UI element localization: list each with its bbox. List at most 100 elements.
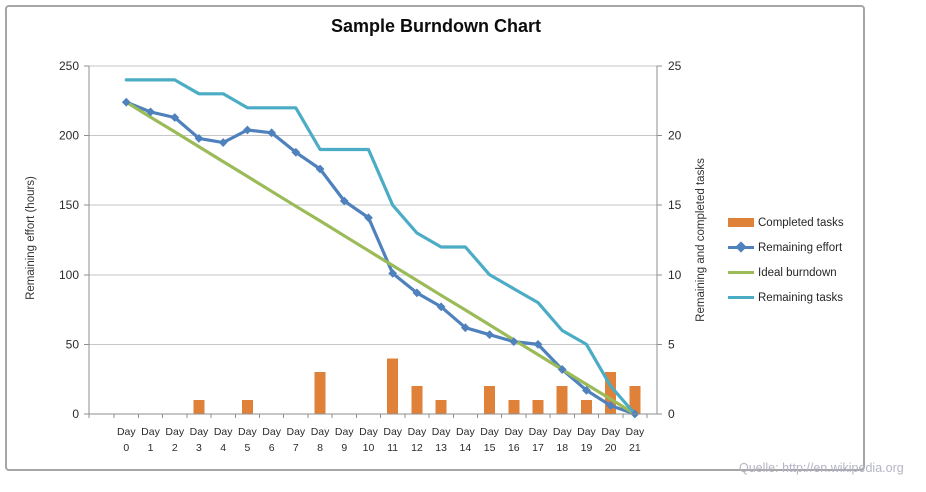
- marker-diamond: [582, 385, 591, 395]
- x-tick-label-word: Day: [359, 426, 378, 438]
- x-tick-label-word: Day: [456, 426, 475, 438]
- bar-completed-tasks: [241, 400, 253, 414]
- x-tick-label-word: Day: [141, 426, 160, 438]
- marker-diamond: [460, 323, 470, 333]
- x-tick-label-number: 0: [123, 442, 129, 454]
- x-tick-label-word: Day: [529, 426, 548, 438]
- left-axis-tick-label: 150: [59, 198, 79, 212]
- x-tick-label-word: Day: [190, 426, 209, 438]
- chart-legend: Completed tasks Remaining effort Ideal bur…: [728, 210, 844, 310]
- x-tick-label-number: 2: [172, 442, 178, 454]
- x-tick-label-word: Day: [335, 426, 354, 438]
- x-tick-label-word: Day: [601, 426, 620, 438]
- x-tick-label-word: Day: [286, 426, 305, 438]
- marker-diamond: [121, 97, 131, 107]
- legend-item-remaining-effort: Remaining effort: [728, 235, 844, 260]
- x-tick-label-number: 7: [293, 442, 299, 454]
- x-tick-label-word: Day: [311, 426, 330, 438]
- x-tick-label-number: 13: [435, 442, 447, 454]
- legend-item-completed-tasks: Completed tasks: [728, 210, 844, 235]
- x-tick-label-number: 14: [460, 442, 472, 454]
- x-tick-label-number: 1: [148, 442, 154, 454]
- x-tick-label-word: Day: [480, 426, 499, 438]
- x-tick-label-number: 6: [269, 442, 275, 454]
- legend-item-ideal-burndown: Ideal burndown: [728, 260, 844, 285]
- marker-diamond: [170, 113, 180, 122]
- right-axis-tick-label: 5: [668, 337, 675, 351]
- x-tick-label-word: Day: [117, 426, 136, 438]
- left-axis-tick-label: 0: [72, 407, 79, 421]
- x-tick-label-word: Day: [238, 426, 257, 438]
- marker-diamond: [436, 302, 446, 312]
- marker-diamond: [291, 147, 301, 157]
- x-tick-label-number: 3: [196, 442, 202, 454]
- right-axis-tick-label: 25: [668, 59, 682, 73]
- x-tick-label-word: Day: [626, 426, 645, 438]
- legend-label: Remaining effort: [758, 241, 843, 254]
- marker-diamond: [557, 365, 567, 374]
- line-remaining-tasks: [124, 78, 637, 416]
- marker-diamond: [485, 330, 494, 340]
- legend-line-swatch-icon: [728, 296, 754, 299]
- left-axis-tick-label: 100: [59, 268, 79, 282]
- x-tick-label-word: Day: [408, 426, 427, 438]
- x-tick-label-number: 16: [508, 442, 520, 454]
- line-remaining-effort: [124, 100, 637, 416]
- marker-diamond: [218, 138, 228, 147]
- x-tick-label-number: 15: [484, 442, 496, 454]
- x-tick-label-word: Day: [165, 426, 184, 438]
- x-tick-label-number: 9: [341, 442, 347, 454]
- legend-line-swatch-icon: [728, 241, 754, 253]
- legend-bar-swatch-icon: [728, 218, 754, 227]
- marker-diamond: [388, 269, 398, 278]
- marker-diamond: [412, 288, 422, 298]
- line-ideal-burndown: [124, 100, 637, 416]
- x-tick-label-number: 4: [220, 442, 226, 454]
- right-axis-tick-label: 0: [668, 407, 675, 421]
- legend-item-remaining-tasks: Remaining tasks: [728, 285, 844, 310]
- bar-completed-tasks: [435, 400, 447, 414]
- x-tick-label-number: 20: [605, 442, 617, 454]
- bar-completed-tasks: [508, 400, 520, 414]
- marker-diamond: [606, 401, 616, 411]
- x-tick-label-number: 17: [532, 442, 544, 454]
- left-axis-tick-label: 250: [59, 59, 79, 73]
- bar-completed-tasks: [387, 358, 399, 414]
- legend-label: Remaining tasks: [758, 291, 844, 304]
- bar-completed-tasks: [556, 386, 568, 414]
- x-tick-label-word: Day: [214, 426, 233, 438]
- legend-line-swatch-icon: [728, 271, 754, 274]
- bar-completed-tasks: [484, 386, 496, 414]
- marker-diamond: [533, 340, 543, 349]
- chart-border-frame: [5, 5, 865, 471]
- chart-title: Sample Burndown Chart: [330, 16, 541, 36]
- source-watermark: Quelle: http://en.wikipedia.org: [739, 461, 904, 475]
- bar-completed-tasks: [193, 400, 205, 414]
- x-tick-label-word: Day: [383, 426, 402, 438]
- x-tick-label-word: Day: [553, 426, 572, 438]
- bar-completed-tasks: [580, 400, 592, 414]
- right-axis-tick-label: 15: [668, 198, 682, 212]
- x-tick-label-number: 21: [629, 442, 641, 454]
- marker-diamond: [509, 337, 519, 347]
- x-tick-label-word: Day: [432, 426, 451, 438]
- legend-label: Ideal burndown: [758, 266, 837, 279]
- x-tick-label-word: Day: [262, 426, 281, 438]
- x-tick-label-word: Day: [577, 426, 596, 438]
- x-tick-label-word: Day: [504, 426, 523, 438]
- left-axis-tick-label: 200: [59, 129, 79, 143]
- x-tick-label-number: 12: [411, 442, 423, 454]
- x-tick-label-number: 11: [387, 442, 398, 454]
- right-axis-tick-label: 10: [668, 268, 682, 282]
- x-tick-label-number: 8: [317, 442, 323, 454]
- x-tick-label-number: 19: [581, 442, 593, 454]
- bar-completed-tasks: [629, 386, 641, 414]
- marker-diamond: [243, 125, 252, 135]
- left-axis-tick-label: 50: [66, 337, 80, 351]
- bar-completed-tasks: [605, 372, 617, 414]
- diamond-marker-icon: [735, 241, 747, 253]
- x-tick-label-number: 10: [363, 442, 375, 454]
- x-tick-label-number: 18: [556, 442, 568, 454]
- marker-diamond: [339, 196, 349, 206]
